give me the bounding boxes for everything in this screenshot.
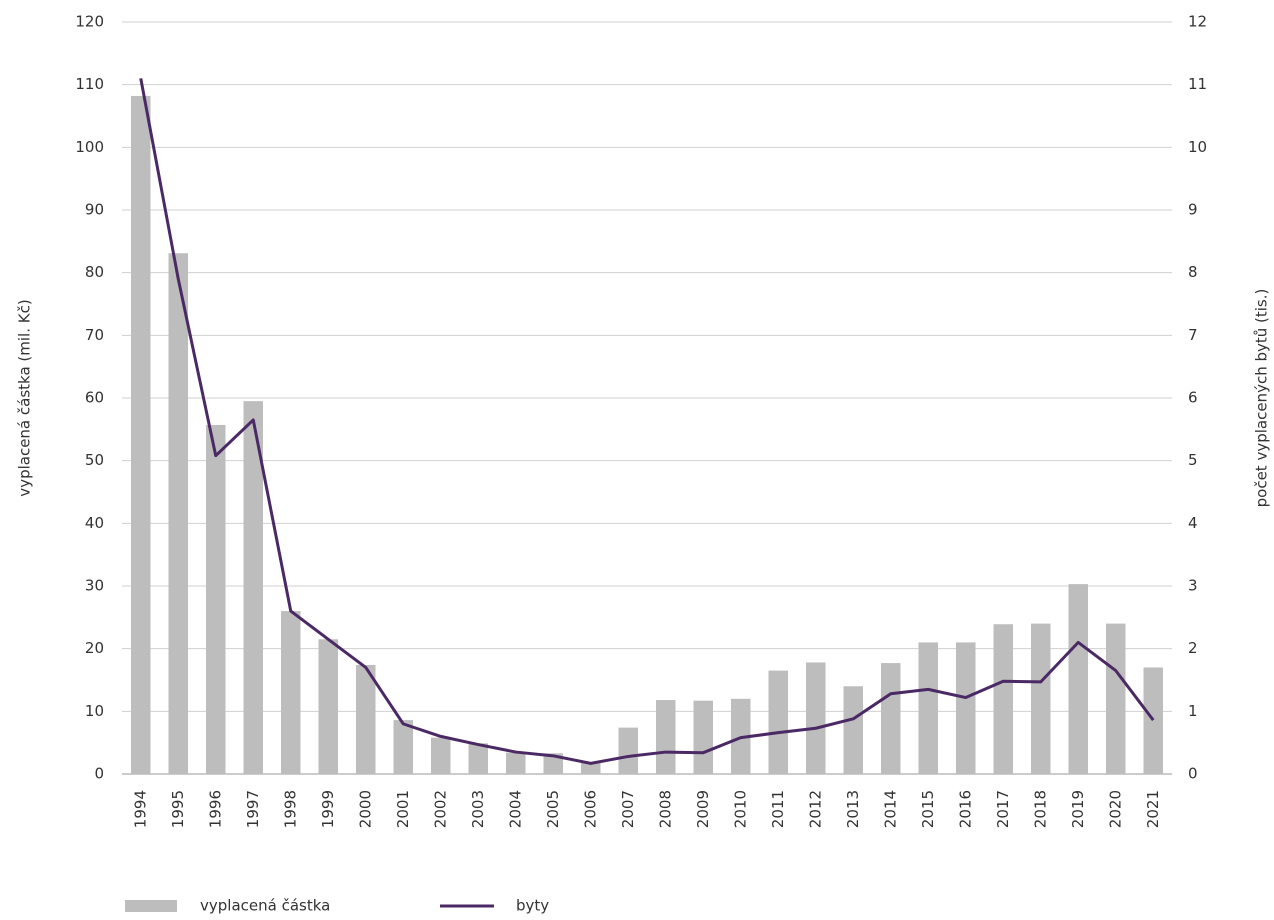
y2-tick-label: 7 — [1188, 326, 1198, 344]
bar — [131, 95, 151, 775]
y2-tick-label: 1 — [1188, 702, 1198, 720]
bar — [656, 700, 676, 774]
bar — [393, 720, 413, 774]
y-tick-label: 120 — [75, 13, 104, 31]
bar — [468, 743, 488, 774]
x-tick-label: 2021 — [1144, 790, 1162, 828]
y2-tick-label: 6 — [1188, 389, 1198, 407]
bar — [243, 401, 263, 774]
y-tick-label: 20 — [85, 639, 104, 657]
y2-axis-label: počet vyplacených bytů (tis.) — [1253, 289, 1271, 508]
x-tick-label: 1994 — [131, 790, 149, 828]
x-tick-label: 2005 — [544, 790, 562, 828]
y-tick-label: 100 — [75, 138, 104, 156]
x-tick-label: 2013 — [844, 790, 862, 828]
x-tick-label: 2018 — [1031, 790, 1049, 828]
bar — [1031, 623, 1051, 774]
y-tick-label: 70 — [85, 326, 104, 344]
x-tick-label: 2019 — [1069, 790, 1087, 828]
bar — [618, 727, 638, 774]
x-tick-label: 2008 — [656, 790, 674, 828]
x-tick-label: 1996 — [206, 790, 224, 828]
bar — [318, 639, 338, 774]
x-tick-label: 2017 — [994, 790, 1012, 828]
x-tick-label: 1995 — [169, 790, 187, 828]
y2-tick-label: 8 — [1188, 263, 1198, 281]
bar — [168, 253, 188, 775]
x-tick-label: 1998 — [281, 790, 299, 828]
y2-tick-label: 12 — [1188, 13, 1207, 31]
legend-label: vyplacená částka — [200, 897, 330, 915]
bar — [506, 752, 526, 774]
bar — [843, 686, 863, 774]
y-tick-label: 10 — [85, 702, 104, 720]
y-tick-label: 110 — [75, 75, 104, 93]
x-tick-label: 2016 — [956, 790, 974, 828]
x-tick-label: 2006 — [581, 790, 599, 828]
bar — [581, 762, 601, 774]
y2-tick-label: 3 — [1188, 577, 1198, 595]
bar — [281, 611, 301, 774]
bar — [993, 624, 1013, 774]
y-tick-label: 90 — [85, 201, 104, 219]
y-tick-label: 30 — [85, 577, 104, 595]
x-tick-label: 2003 — [469, 790, 487, 828]
x-tick-label: 2015 — [919, 790, 937, 828]
bar — [956, 642, 976, 774]
x-tick-label: 2007 — [619, 790, 637, 828]
line — [139, 78, 1155, 765]
y2-tick-label: 2 — [1188, 639, 1198, 657]
x-tick-label: 2010 — [731, 790, 749, 828]
x-tick-label: 2001 — [394, 790, 412, 828]
x-tick-label: 1997 — [244, 790, 262, 828]
y2-tick-label: 5 — [1188, 451, 1198, 469]
bar — [768, 670, 788, 774]
y2-tick-label: 10 — [1188, 138, 1207, 156]
y2-tick-label: 9 — [1188, 201, 1198, 219]
bar — [806, 662, 826, 774]
bar — [356, 664, 376, 774]
y2-tick-label: 11 — [1188, 75, 1207, 93]
y-tick-label: 80 — [85, 263, 104, 281]
y-tick-label: 50 — [85, 451, 104, 469]
bar — [1143, 667, 1163, 774]
legend-swatch — [125, 900, 177, 912]
legend-label: byty — [516, 897, 549, 915]
bar — [693, 700, 713, 774]
x-tick-label: 2012 — [806, 790, 824, 828]
y-tick-label: 60 — [85, 389, 104, 407]
x-tick-label: 2011 — [769, 790, 787, 828]
bar — [431, 737, 451, 774]
bar — [206, 424, 226, 774]
y2-tick-label: 4 — [1188, 514, 1198, 532]
x-tick-label: 2000 — [356, 790, 374, 828]
bar — [1106, 623, 1126, 774]
bar — [881, 663, 901, 774]
x-tick-label: 2002 — [431, 790, 449, 828]
x-tick-label: 2020 — [1106, 790, 1124, 828]
y-tick-label: 0 — [94, 765, 104, 783]
x-tick-label: 2009 — [694, 790, 712, 828]
x-tick-label: 2014 — [881, 790, 899, 828]
bar — [1068, 584, 1088, 774]
y-tick-label: 40 — [85, 514, 104, 532]
bar — [918, 642, 938, 774]
x-tick-label: 1999 — [319, 790, 337, 828]
x-tick-label: 2004 — [506, 790, 524, 828]
y2-tick-label: 0 — [1188, 765, 1198, 783]
y-axis-label: vyplacená částka (mil. Kč) — [16, 299, 34, 496]
bar — [543, 753, 563, 774]
